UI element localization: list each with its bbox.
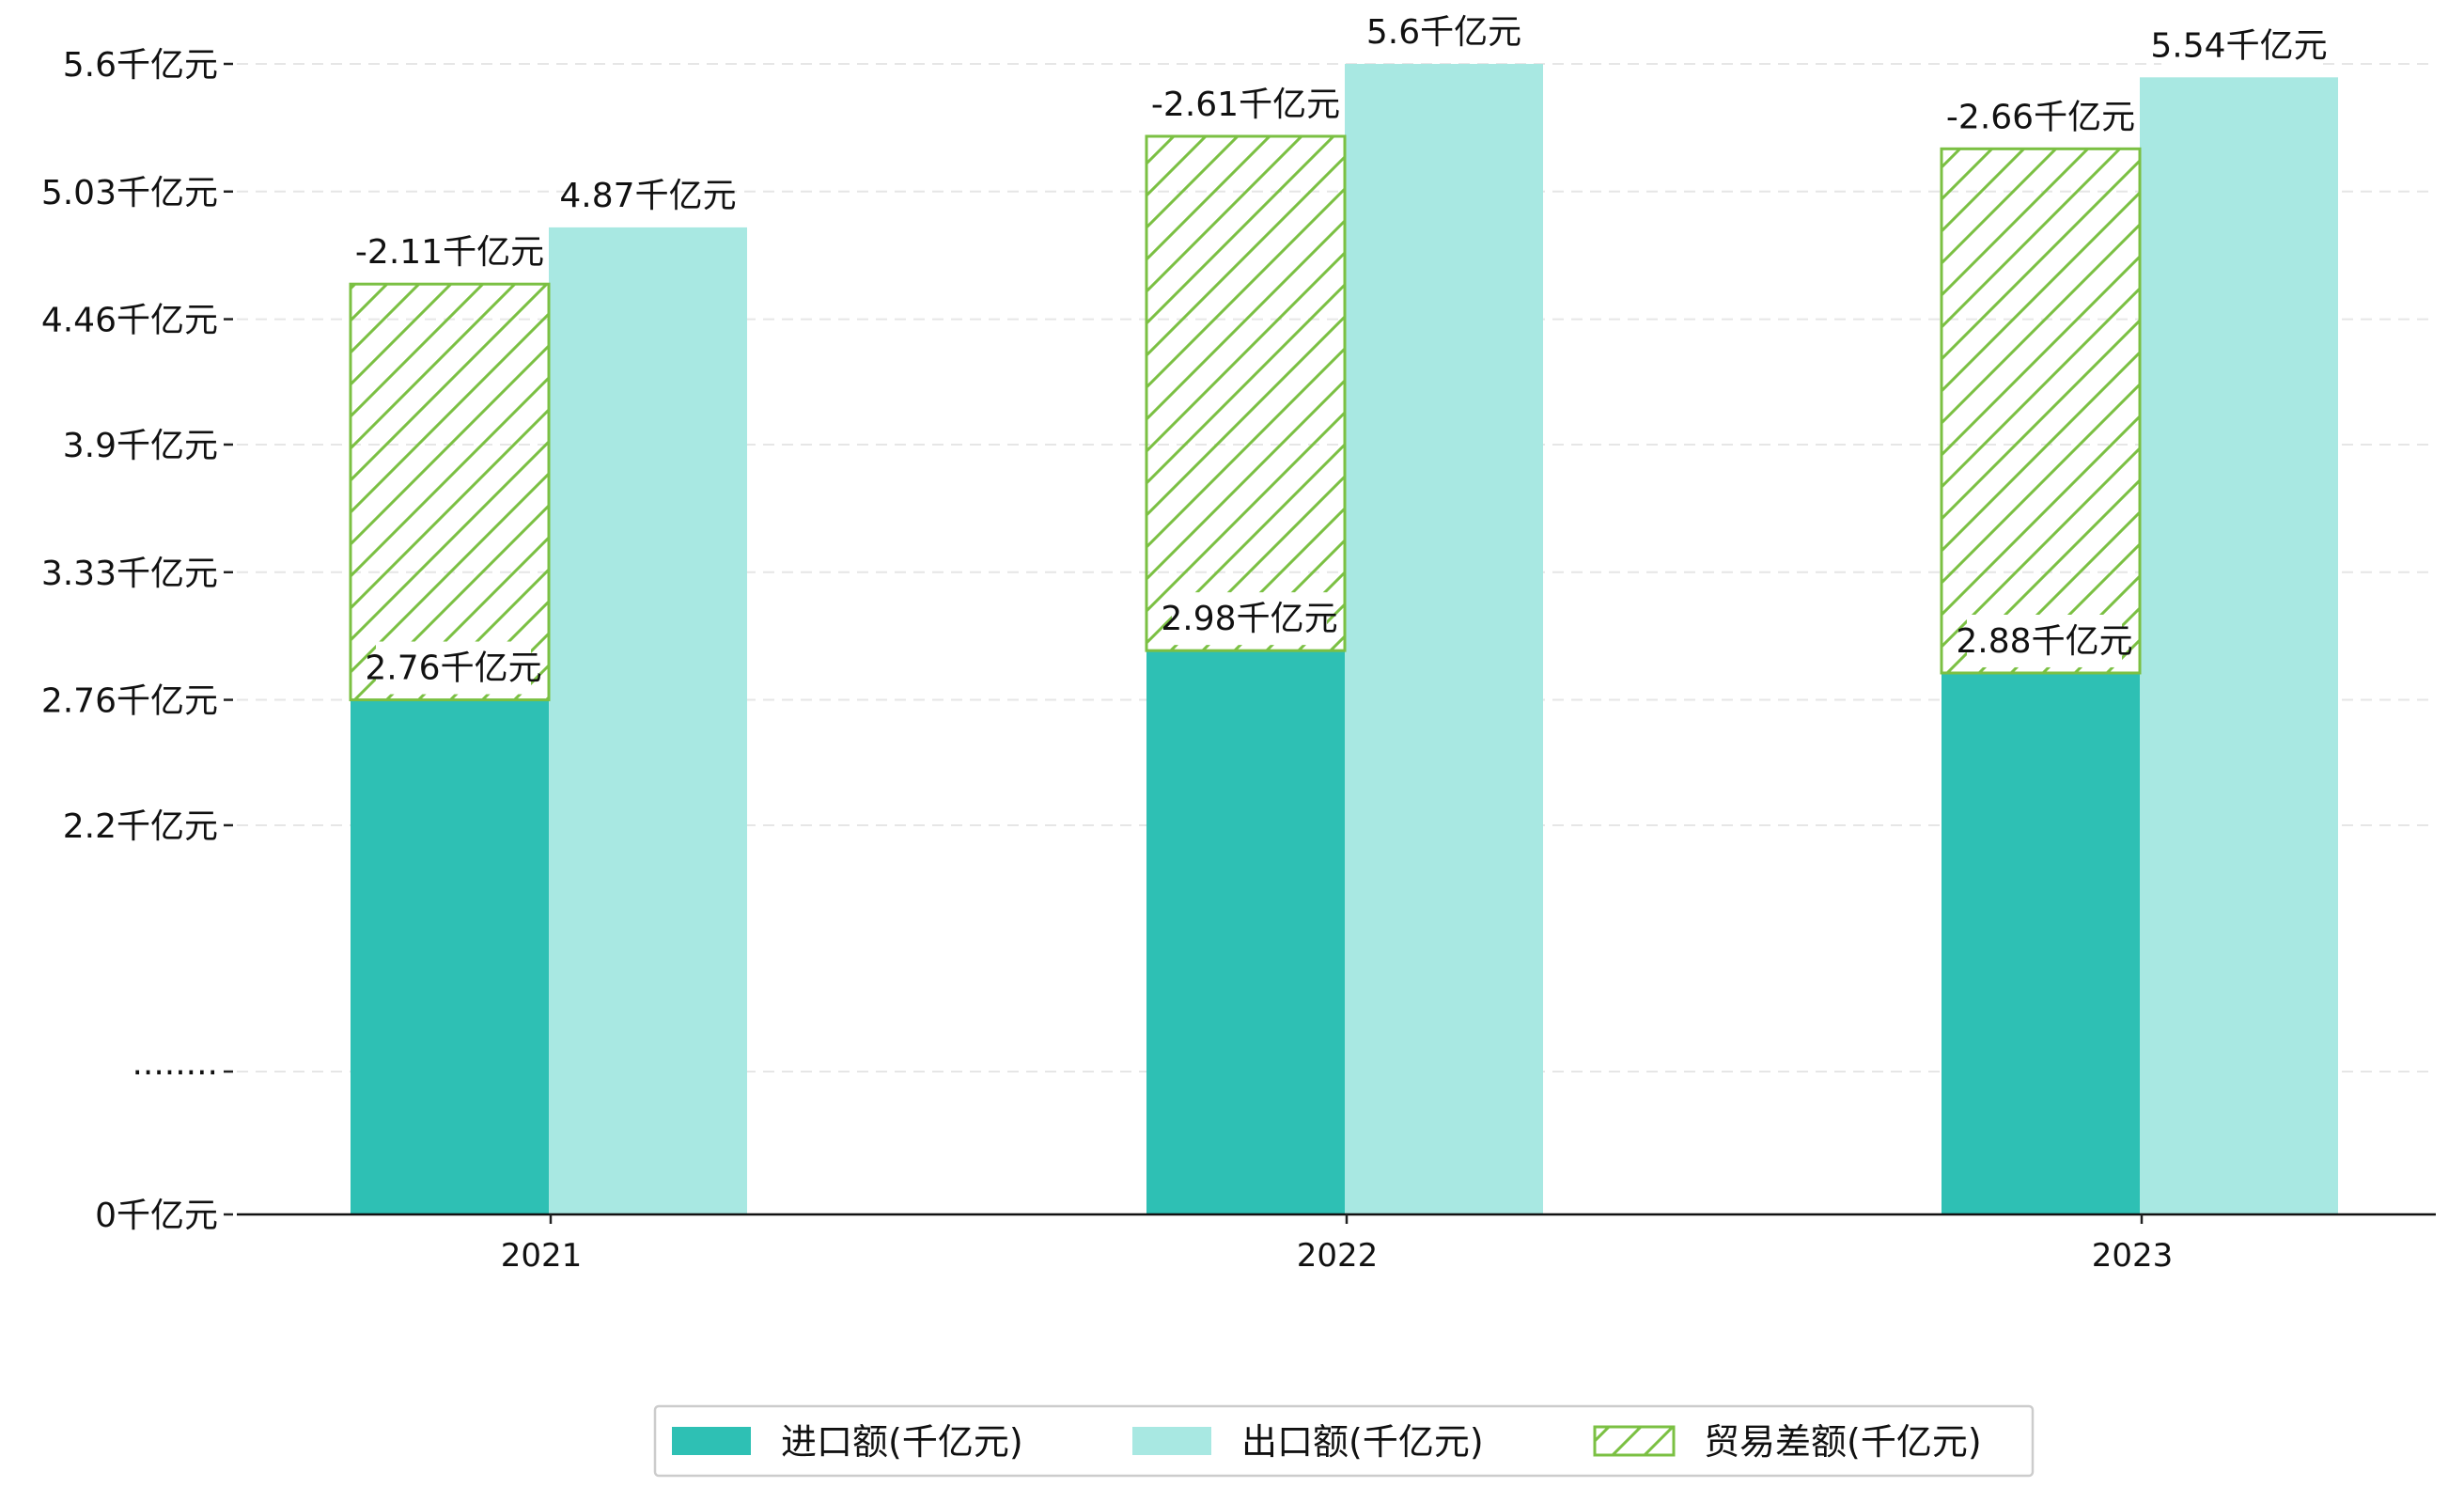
data-label-export-bg bbox=[570, 168, 725, 222]
bar-export bbox=[2140, 77, 2338, 1214]
data-label-balance-bg bbox=[1953, 90, 2129, 144]
data-label-export-group: 5.6千亿元 bbox=[1366, 6, 1521, 58]
ytick-label: 2.76千亿元 bbox=[41, 682, 218, 721]
xtick-label: 2023 bbox=[2092, 1237, 2174, 1275]
data-label-import: 2.76千亿元 bbox=[365, 650, 541, 688]
legend: 进口额(千亿元) 出口额(千亿元) 贸易差额(千亿元) bbox=[653, 1404, 2035, 1478]
legend-label: 进口额(千亿元) bbox=[781, 1421, 1023, 1463]
data-label-balance-bg bbox=[1158, 77, 1333, 131]
bar-import bbox=[1942, 672, 2140, 1214]
data-label-export: 4.87千亿元 bbox=[559, 177, 736, 215]
bar-import bbox=[1146, 650, 1345, 1214]
data-label-import: 2.98千亿元 bbox=[1161, 600, 1337, 638]
axes: 0千亿元 ········ 2.2千亿元 2.76千亿元 3.33千亿元 3.9千亿元 4.… bbox=[41, 46, 2436, 1275]
legend-label: 出口额(千亿元) bbox=[1241, 1421, 1484, 1463]
data-label-export: 5.54千亿元 bbox=[2150, 26, 2327, 65]
data-label-export-bg bbox=[1376, 6, 1512, 58]
bar-trade-balance bbox=[349, 282, 551, 702]
data-label-balance: -2.66千亿元 bbox=[1946, 98, 2135, 136]
data-label-export-group: 5.54千亿元 bbox=[2150, 19, 2328, 72]
bar-import bbox=[351, 699, 549, 1214]
data-label-balance-group: -2.66千亿元 bbox=[1946, 90, 2135, 144]
bar-trade-balance bbox=[1145, 134, 1347, 652]
data-label-import-group: 2.88千亿元 bbox=[1956, 614, 2133, 667]
data-label-import-group: 2.76千亿元 bbox=[365, 641, 542, 695]
ytick-label: 3.9千亿元 bbox=[63, 427, 218, 465]
ytick-label: 2.2千亿元 bbox=[63, 807, 218, 846]
ytick-label: 0千亿元 bbox=[95, 1197, 218, 1235]
bars bbox=[349, 64, 2338, 1214]
data-label-balance: -2.11千亿元 bbox=[355, 233, 544, 272]
data-label-import: 2.88千亿元 bbox=[1956, 622, 2132, 661]
legend-swatch bbox=[1132, 1427, 1211, 1455]
legend-swatch-balance bbox=[1593, 1425, 1676, 1457]
ytick-label: 4.46千亿元 bbox=[41, 302, 218, 340]
data-label-export: 5.6千亿元 bbox=[1366, 13, 1521, 52]
data-label-export-group: 4.87千亿元 bbox=[559, 168, 737, 222]
bar-trade-balance bbox=[1940, 147, 2142, 675]
legend-label: 贸易差额(千亿元) bbox=[1704, 1421, 1982, 1463]
ytick-label: 5.03千亿元 bbox=[41, 174, 218, 212]
data-label-balance-bg bbox=[362, 226, 538, 279]
data-label-import-bg bbox=[1967, 614, 2122, 667]
data-label-balance: -2.61千亿元 bbox=[1151, 86, 1340, 124]
xtick-label: 2022 bbox=[1297, 1237, 1379, 1275]
ytick-label: ········ bbox=[132, 1054, 218, 1092]
xtick-label: 2021 bbox=[501, 1237, 583, 1275]
data-label-export-bg bbox=[2161, 19, 2316, 72]
data-label-import-group: 2.98千亿元 bbox=[1161, 592, 1338, 646]
data-label-balance-group: -2.11千亿元 bbox=[355, 226, 544, 279]
data-label-import-bg bbox=[376, 641, 531, 695]
ytick-label: 5.6千亿元 bbox=[63, 46, 218, 85]
legend-box bbox=[653, 1404, 2035, 1478]
ytick-label: 3.33千亿元 bbox=[41, 555, 218, 593]
legend-swatch bbox=[672, 1427, 751, 1455]
data-label-import-bg bbox=[1172, 592, 1327, 646]
data-labels: 4.87千亿元 -2.11千亿元 2.76千亿元 5.6千亿元 -2.61千亿元 2.98… bbox=[355, 6, 2328, 695]
bar-export bbox=[1345, 64, 1543, 1214]
bar-export bbox=[549, 227, 747, 1214]
data-label-balance-group: -2.61千亿元 bbox=[1151, 77, 1340, 131]
